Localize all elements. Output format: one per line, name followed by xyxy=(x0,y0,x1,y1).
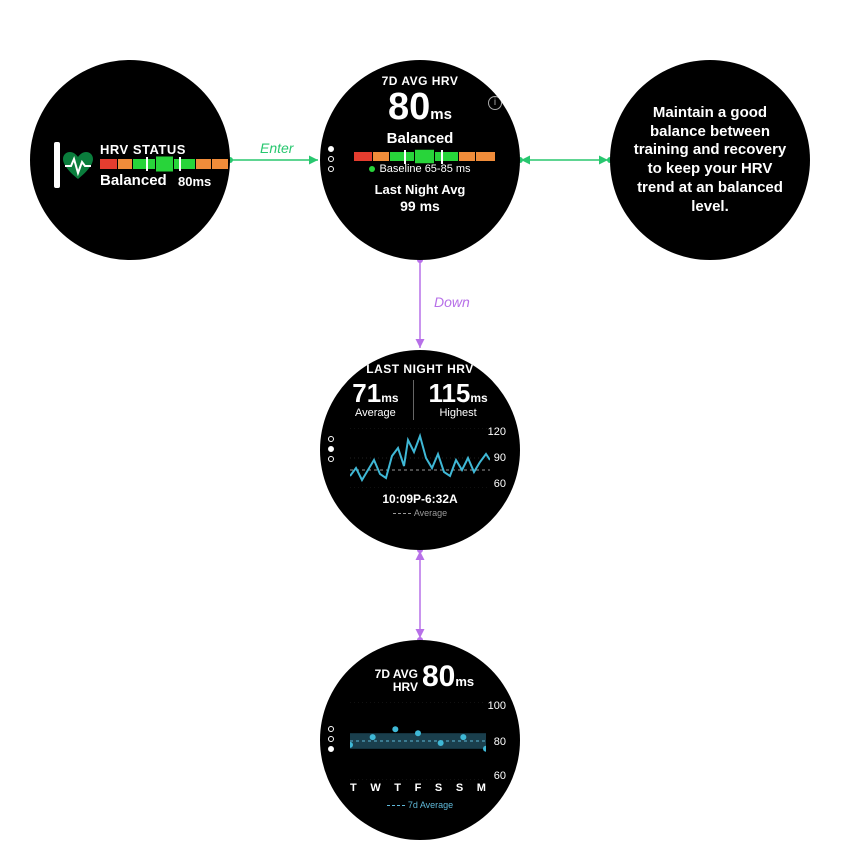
chart-legend: 7d Average xyxy=(320,800,520,810)
chart-value: 80ms xyxy=(422,660,474,694)
arrow-label-enter: Enter xyxy=(260,140,293,156)
divider xyxy=(413,380,414,420)
watch-advice[interactable]: Maintain a good balance between training… xyxy=(610,60,810,260)
watch-hrv-status-glance[interactable]: HRV STATUS Balanced 80ms xyxy=(30,60,230,260)
page-indicator xyxy=(328,726,334,752)
hrv-line-chart xyxy=(350,428,490,488)
advice-text: Maintain a good balance between training… xyxy=(632,104,788,217)
detail-status: Balanced xyxy=(320,130,520,147)
highest-value: 115ms xyxy=(428,378,487,409)
detail-value: 80ms xyxy=(320,86,520,129)
ytick: 60 xyxy=(494,770,506,782)
chart-title: 7D AVGHRV xyxy=(368,668,418,694)
chart-title: LAST NIGHT HRV xyxy=(320,362,520,376)
stat-pair: 71ms Average 115ms Highest xyxy=(320,378,520,420)
status-gauge xyxy=(100,159,220,169)
page-indicator xyxy=(328,436,334,462)
ytick: 90 xyxy=(494,452,506,464)
chart-legend: Average xyxy=(320,508,520,518)
baseline-text: Baseline 65-85 ms xyxy=(320,163,520,175)
ytick: 100 xyxy=(488,700,506,712)
ytick: 120 xyxy=(488,426,506,438)
watch-last-night-hrv[interactable]: LAST NIGHT HRV 71ms Average 115ms Highes… xyxy=(320,350,520,550)
watch-7d-chart[interactable]: 7D AVGHRV 80ms 100 80 60 TWTFSSM 7d Aver… xyxy=(320,640,520,840)
ytick: 80 xyxy=(494,736,506,748)
hrv-scatter-chart xyxy=(350,702,486,780)
last-night-value: 99 ms xyxy=(320,198,520,214)
avg-label: Average xyxy=(352,407,398,419)
glance-title: HRV STATUS xyxy=(100,142,186,157)
arrow-label-down: Down xyxy=(434,294,470,310)
ytick: 60 xyxy=(494,478,506,490)
avg-value: 71ms xyxy=(352,378,398,409)
x-labels: TWTFSSM xyxy=(350,782,486,794)
watch-7d-avg-detail[interactable]: i 7D AVG HRV 80ms Balanced Baseline 65-8… xyxy=(320,60,520,260)
time-range: 10:09P-6:32A xyxy=(320,492,520,506)
heart-icon xyxy=(62,152,94,180)
glance-status: Balanced xyxy=(100,172,167,189)
glance-value: 80ms xyxy=(178,174,211,189)
side-indicator xyxy=(54,142,60,188)
last-night-label: Last Night Avg xyxy=(320,182,520,197)
status-gauge xyxy=(354,152,486,161)
